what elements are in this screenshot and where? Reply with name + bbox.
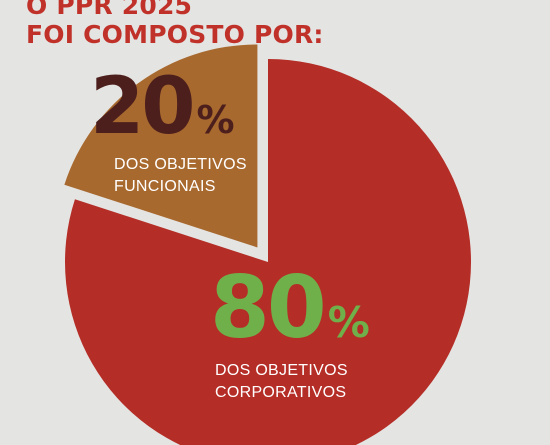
- pie-slices: [64, 44, 471, 445]
- slice-label-funcionais-desc: DOS OBJETIVOS FUNCIONAIS: [114, 154, 247, 198]
- percent-sign-corporativos: %: [327, 298, 370, 347]
- slice-value-funcionais: 20: [90, 62, 196, 152]
- pie-slice-corporativos: [65, 59, 471, 445]
- title-line-2: FOI COMPOSTO POR:: [26, 20, 324, 49]
- slice-label-funcionais-percent: 20%: [90, 62, 235, 165]
- title-line-1: O PPR 2025: [26, 0, 193, 20]
- slice-desc-corporativos-line2: CORPORATIVOS: [215, 384, 347, 401]
- slice-desc-funcionais-line1: DOS OBJETIVOS: [114, 156, 247, 173]
- slice-label-corporativos-desc: DOS OBJETIVOS CORPORATIVOS: [215, 360, 348, 404]
- percent-sign-funcionais: %: [196, 98, 235, 142]
- chart-title: O PPR 2025 FOI COMPOSTO POR:: [26, 0, 324, 49]
- pie-slice-funcionais: [64, 44, 258, 248]
- slice-desc-funcionais-line2: FUNCIONAIS: [114, 178, 216, 195]
- slice-value-corporativos: 80: [210, 258, 327, 358]
- slice-desc-corporativos-line1: DOS OBJETIVOS: [215, 362, 348, 379]
- slice-label-corporativos-percent: 80%: [210, 258, 370, 373]
